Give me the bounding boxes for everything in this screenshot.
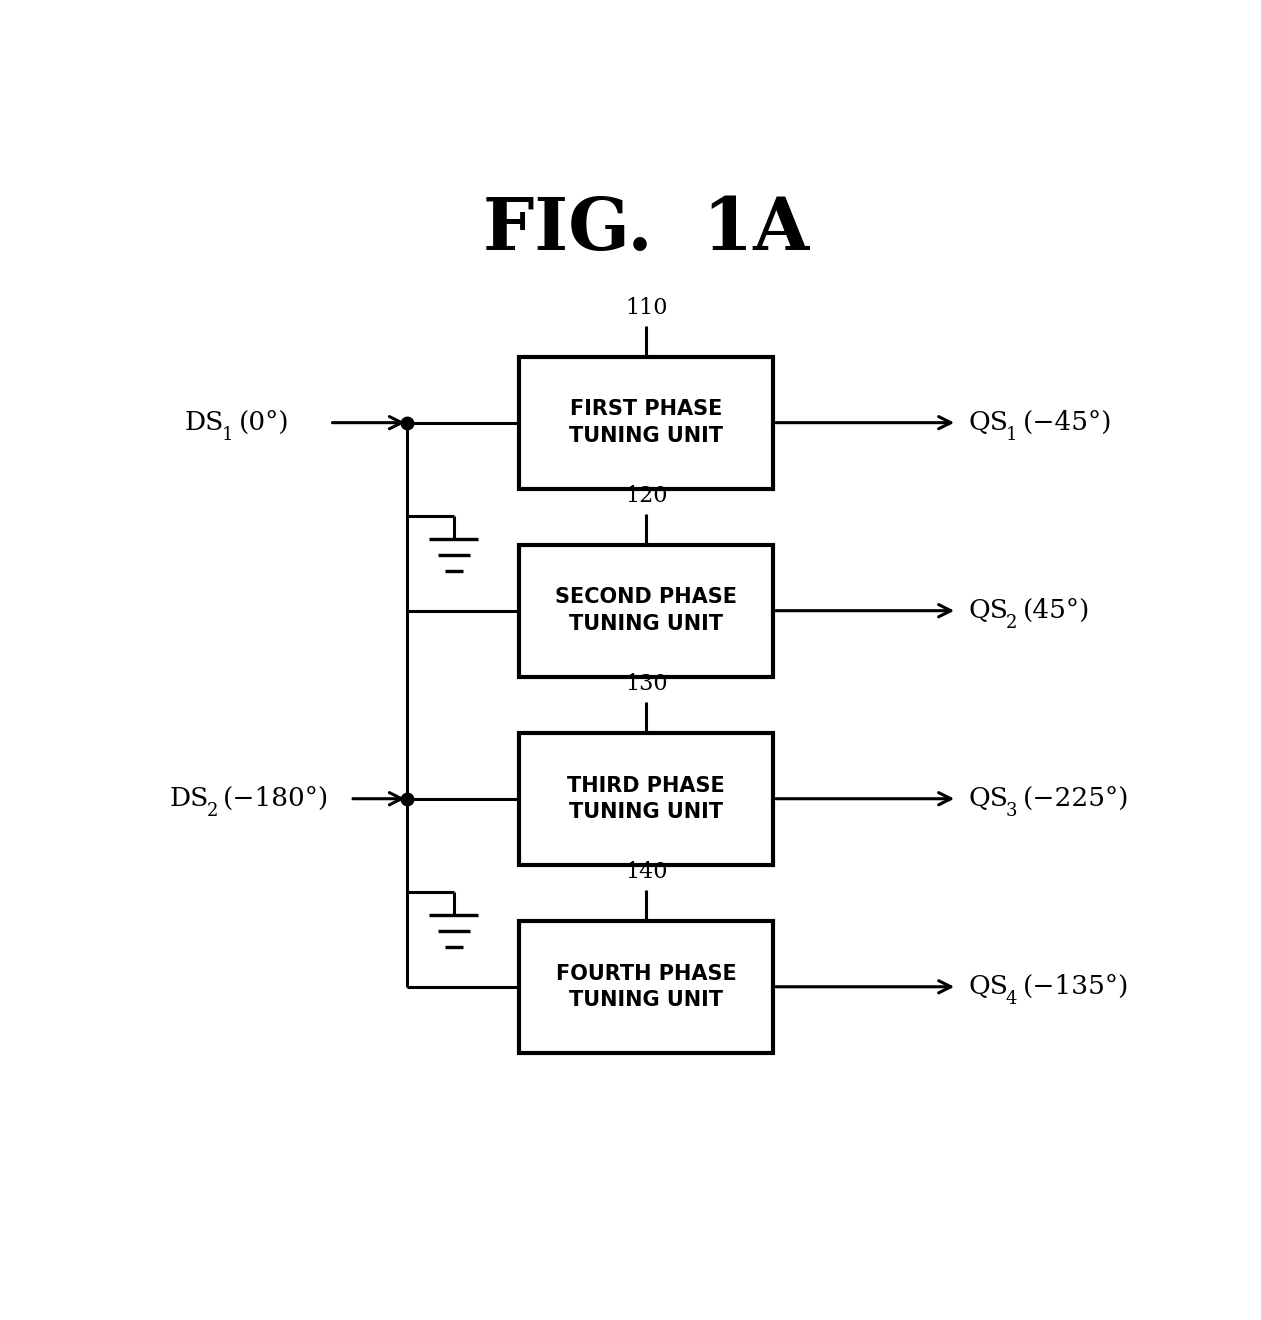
Bar [520,356,773,488]
Text: DS: DS [169,787,208,812]
Text: 120: 120 [625,484,667,507]
Text: 2: 2 [1006,614,1018,632]
Text: 130: 130 [625,673,667,696]
Text: QS: QS [968,974,1009,999]
Text: FIG.  1A: FIG. 1A [483,194,810,265]
Bar [520,733,773,865]
Text: 1: 1 [1006,426,1018,444]
Text: THIRD PHASE
TUNING UNIT: THIRD PHASE TUNING UNIT [567,776,725,822]
Text: (−45°): (−45°) [1023,411,1112,436]
Text: QS: QS [968,598,1009,623]
Text: (45°): (45°) [1023,598,1090,623]
Text: (−225°): (−225°) [1023,787,1129,812]
Text: 140: 140 [625,861,667,883]
Text: 1: 1 [222,426,233,444]
Text: DS: DS [185,411,224,436]
Text: QS: QS [968,787,1009,812]
Text: QS: QS [968,411,1009,436]
Bar [520,921,773,1053]
Text: (−180°): (−180°) [223,787,329,812]
Bar [520,545,773,677]
Text: (0°): (0°) [238,411,289,436]
Text: 4: 4 [1006,990,1018,1008]
Text: SECOND PHASE
TUNING UNIT: SECOND PHASE TUNING UNIT [555,587,738,634]
Text: FIRST PHASE
TUNING UNIT: FIRST PHASE TUNING UNIT [569,400,724,446]
Text: 2: 2 [207,803,218,820]
Text: 3: 3 [1006,803,1018,820]
Text: (−135°): (−135°) [1023,974,1129,999]
Text: FOURTH PHASE
TUNING UNIT: FOURTH PHASE TUNING UNIT [556,964,736,1010]
Text: 110: 110 [625,297,667,319]
